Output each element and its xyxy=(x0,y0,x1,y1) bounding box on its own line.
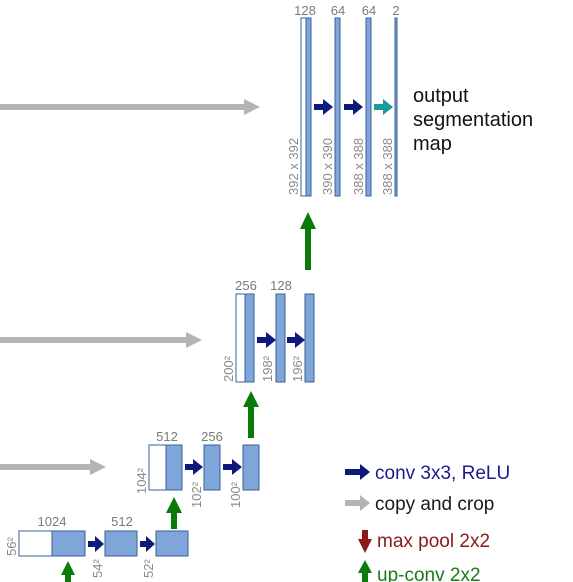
upconv-arrow-to-top xyxy=(300,212,316,270)
row2-size-3: 196² xyxy=(290,355,305,382)
top-size-1: 392 x 392 xyxy=(286,138,301,195)
output-label-line-2: segmentation xyxy=(413,109,533,131)
row3-block-3 xyxy=(242,444,260,491)
row3-channel-2: 256 xyxy=(201,429,223,444)
upconv-arrow-to-row4 xyxy=(61,561,75,582)
conv-arrow-row4-1 xyxy=(88,536,104,552)
conv-arrow-row4-2 xyxy=(140,536,155,552)
gray-right-arrow-icon xyxy=(345,495,370,511)
top-channel-4: 2 xyxy=(392,3,399,18)
row4-channel-1: 1024 xyxy=(38,514,67,529)
conv-arrow-row2-1 xyxy=(257,332,276,348)
top-block-output xyxy=(394,17,398,197)
conv-arrow-top-1 xyxy=(314,99,333,115)
down-arrow-icon xyxy=(358,530,372,553)
row2-block-1 xyxy=(244,293,255,383)
top-size-3: 388 x 388 xyxy=(351,138,366,195)
top-channel-3: 64 xyxy=(362,3,376,18)
row4-size-1: 56² xyxy=(4,537,19,556)
top-size-4: 388 x 388 xyxy=(380,138,395,195)
upconv-arrow-to-row3 xyxy=(166,497,182,529)
row2-block-copied xyxy=(235,293,246,383)
conv-arrow-top-2 xyxy=(344,99,363,115)
copy-crop-arrow-1 xyxy=(0,99,260,115)
row4-channel-2: 512 xyxy=(111,514,133,529)
legend-maxpool-label: max pool 2x2 xyxy=(377,531,490,552)
legend: conv 3x3, ReLU copy and crop max pool 2x… xyxy=(345,463,510,582)
top-block-copied xyxy=(300,17,307,197)
row2-channel-2: 128 xyxy=(270,278,292,293)
final-conv-arrow xyxy=(374,99,393,115)
legend-conv-label: conv 3x3, ReLU xyxy=(375,463,510,484)
row3-size-1: 104² xyxy=(134,467,149,494)
row3-size-3: 100² xyxy=(228,481,243,508)
copy-crop-arrow-3 xyxy=(0,459,106,475)
row2-channel-1: 256 xyxy=(235,278,257,293)
row2-block-2 xyxy=(275,293,286,383)
conv-arrow-row2-2 xyxy=(287,332,305,348)
top-block-2 xyxy=(334,17,341,197)
top-channel-1: 128 xyxy=(294,3,316,18)
row3-block-copied xyxy=(148,444,167,491)
legend-copy-label: copy and crop xyxy=(375,494,494,515)
row2-size-1: 200² xyxy=(221,355,236,382)
output-label-line-3: map xyxy=(413,133,452,155)
top-size-2: 390 x 390 xyxy=(320,138,335,195)
row4-size-3: 52² xyxy=(141,559,156,578)
row4-size-2: 54² xyxy=(90,559,105,578)
top-block-3 xyxy=(365,17,372,197)
right-arrow-icon xyxy=(345,464,370,480)
output-label-line-1: output xyxy=(413,85,469,107)
copy-crop-arrow-2 xyxy=(0,332,202,348)
row2-block-3 xyxy=(304,293,315,383)
top-channel-2: 64 xyxy=(331,3,345,18)
row4-block-1 xyxy=(51,530,86,557)
row3-block-2 xyxy=(203,444,221,491)
row4-block-3 xyxy=(155,530,189,557)
up-arrow-icon xyxy=(358,560,372,582)
row3-channel-1: 512 xyxy=(156,429,178,444)
conv-arrow-row3-1 xyxy=(185,459,203,475)
row3-block-1 xyxy=(165,444,183,491)
row3-size-2: 102² xyxy=(189,481,204,508)
top-block-1 xyxy=(305,17,312,197)
row4-block-copied xyxy=(18,530,53,557)
row2-size-2: 198² xyxy=(260,355,275,382)
row4-block-2 xyxy=(104,530,138,557)
upconv-arrow-to-row2 xyxy=(243,391,259,438)
conv-arrow-row3-2 xyxy=(223,459,242,475)
legend-upconv-label: up-conv 2x2 xyxy=(377,565,481,582)
